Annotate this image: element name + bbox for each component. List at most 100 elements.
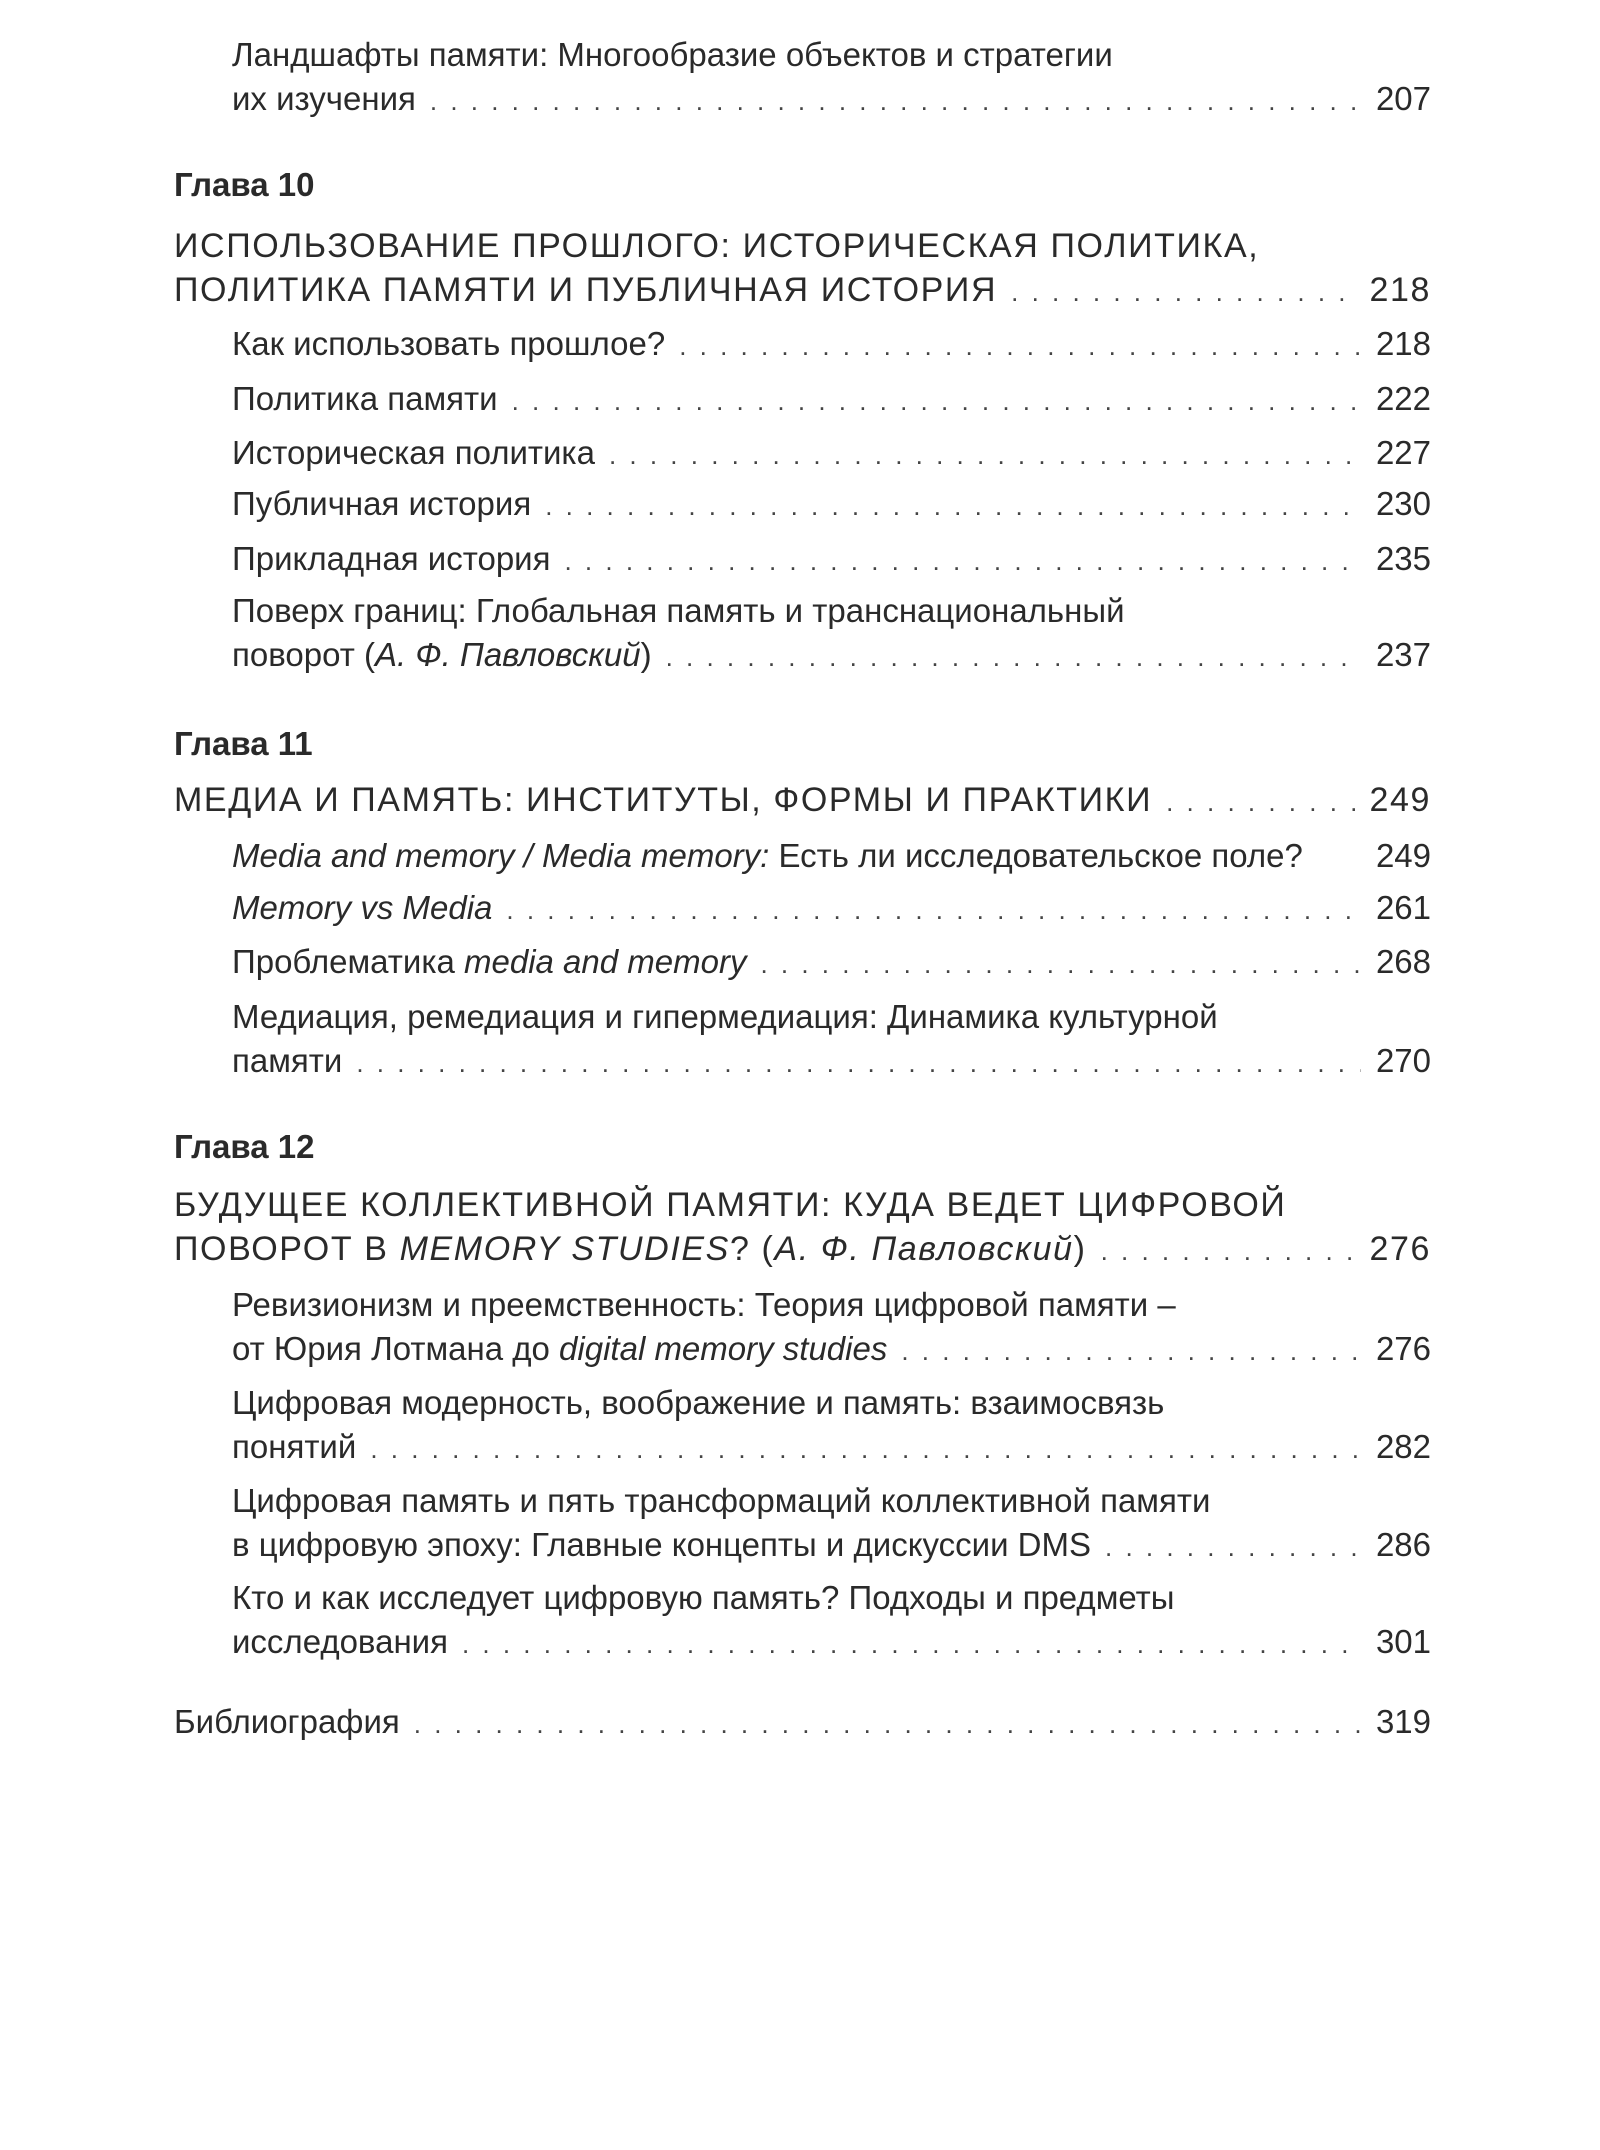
toc-entry-text: МЕДИА И ПАМЯТЬ: ИНСТИТУТЫ, ФОРМЫ И ПРАКТ…	[174, 778, 1152, 822]
toc-entry[interactable]: Прикладная история 235	[232, 537, 1431, 581]
toc-entry-line: ПОЛИТИКА ПАМЯТИ И ПУБЛИЧНАЯ ИСТОРИЯ 218	[174, 268, 1431, 312]
text: в цифровую эпоху: Главные концепты и дис…	[232, 1526, 1091, 1563]
page-number: 230	[1375, 485, 1431, 522]
page-number: 237	[1375, 636, 1431, 673]
dot-leader	[512, 379, 1361, 423]
toc-entry-text: Публичная история	[232, 482, 531, 526]
text: Политика памяти	[232, 380, 498, 417]
toc-entry-line: Публичная история 230	[232, 482, 1431, 526]
chapter-label: Глава 10	[174, 166, 315, 203]
page-number: 276	[1375, 1330, 1431, 1367]
dot-leader	[760, 942, 1361, 986]
toc-entry[interactable]: Политика памяти 222	[232, 377, 1431, 421]
page-number: 276	[1369, 1230, 1431, 1268]
toc-entry-text: ПОВОРОТ В MEMORY STUDIES? (А. Ф. Павловс…	[174, 1227, 1087, 1271]
text: Цифровая память и пять трансформаций кол…	[232, 1482, 1211, 1519]
toc-entry[interactable]: Memory vs Media 261	[232, 886, 1431, 930]
toc-entry-line: Политика памяти 222	[232, 377, 1431, 421]
text: Ревизионизм и преемственность: Теория ци…	[232, 1286, 1176, 1323]
toc-entry[interactable]: Цифровая память и пять трансформаций кол…	[232, 1479, 1431, 1567]
page-number: 235	[1375, 540, 1431, 577]
page-number: 249	[1375, 837, 1431, 874]
toc-entry[interactable]: Как использовать прошлое? 218	[232, 322, 1431, 366]
toc-entry-text: Ландшафты памяти: Многообразие объектов …	[232, 33, 1113, 77]
text: ИСПОЛЬЗОВАНИЕ ПРОШЛОГО: ИСТОРИЧЕСКАЯ ПОЛ…	[174, 227, 1260, 265]
toc-entry[interactable]: Цифровая модерность, воображение и памят…	[232, 1381, 1431, 1469]
dot-leader	[356, 1041, 1361, 1085]
toc-entry[interactable]: Media and memory / Media memory: Есть ли…	[232, 834, 1431, 878]
toc-entry-text: исследования	[232, 1620, 448, 1664]
text: )	[640, 636, 652, 673]
toc-entry-text: ПОЛИТИКА ПАМЯТИ И ПУБЛИЧНАЯ ИСТОРИЯ	[174, 268, 997, 312]
toc-entry-text: памяти	[232, 1039, 342, 1083]
toc-entry-line: Цифровая память и пять трансформаций кол…	[232, 1479, 1431, 1523]
toc-entry[interactable]: Медиация, ремедиация и гипермедиация: Ди…	[232, 995, 1431, 1083]
text: МЕДИА И ПАМЯТЬ: ИНСТИТУТЫ, ФОРМЫ И ПРАКТ…	[174, 781, 1153, 819]
toc-chapter-title[interactable]: МЕДИА И ПАМЯТЬ: ИНСТИТУТЫ, ФОРМЫ И ПРАКТ…	[174, 778, 1431, 822]
chapter-label: Глава 12	[174, 1128, 315, 1165]
toc-entry-line: БУДУЩЕЕ КОЛЛЕКТИВНОЙ ПАМЯТИ: КУДА ВЕДЕТ …	[174, 1183, 1431, 1227]
dot-leader	[506, 888, 1361, 932]
dot-leader	[679, 324, 1361, 368]
toc-entry-text: от Юрия Лотмана до digital memory studie…	[232, 1327, 887, 1371]
text: Как использовать прошлое?	[232, 325, 666, 362]
dot-leader	[545, 484, 1361, 528]
dot-leader	[609, 433, 1361, 477]
dot-leader	[1166, 780, 1355, 824]
dot-leader	[901, 1329, 1361, 1373]
toc-entry-text: Политика памяти	[232, 377, 498, 421]
toc-entry-text: Прикладная история	[232, 537, 550, 581]
text: Медиация, ремедиация и гипермедиация: Ди…	[232, 998, 1218, 1035]
dot-leader	[414, 1702, 1361, 1746]
dot-leader	[462, 1622, 1361, 1666]
italic-text: А. Ф. Павловский	[375, 636, 641, 673]
toc-entry[interactable]: Публичная история 230	[232, 482, 1431, 526]
dot-leader	[1101, 1229, 1356, 1273]
text: поворот (	[232, 636, 375, 673]
text: Цифровая модерность, воображение и памят…	[232, 1384, 1165, 1421]
toc-entry[interactable]: Поверх границ: Глобальная память и транс…	[232, 589, 1431, 677]
text: понятий	[232, 1428, 357, 1465]
page-number: 270	[1375, 1042, 1431, 1079]
toc-chapter-title[interactable]: БУДУЩЕЕ КОЛЛЕКТИВНОЙ ПАМЯТИ: КУДА ВЕДЕТ …	[174, 1183, 1431, 1271]
text: ПОЛИТИКА ПАМЯТИ И ПУБЛИЧНАЯ ИСТОРИЯ	[174, 271, 998, 309]
page-number: 301	[1375, 1623, 1431, 1660]
toc-entry[interactable]: Ландшафты памяти: Многообразие объектов …	[232, 33, 1431, 121]
toc-entry-line: Цифровая модерность, воображение и памят…	[232, 1381, 1431, 1425]
page-number: 319	[1375, 1703, 1431, 1740]
page-number: 261	[1375, 889, 1431, 926]
toc-entry-line: Поверх границ: Глобальная память и транс…	[232, 589, 1431, 633]
toc-entry[interactable]: Историческая политика 227	[232, 431, 1431, 475]
toc-entry-line: Кто и как исследует цифровую память? Под…	[232, 1576, 1431, 1620]
text: Публичная история	[232, 485, 532, 522]
page-number: 268	[1375, 943, 1431, 980]
toc-entry-text: Цифровая модерность, воображение и памят…	[232, 1381, 1164, 1425]
toc-chapter-title[interactable]: ИСПОЛЬЗОВАНИЕ ПРОШЛОГО: ИСТОРИЧЕСКАЯ ПОЛ…	[174, 224, 1431, 312]
toc-entry-line: Ландшафты памяти: Многообразие объектов …	[232, 33, 1431, 77]
page-number: 227	[1375, 434, 1431, 471]
toc-entry-text: БУДУЩЕЕ КОЛЛЕКТИВНОЙ ПАМЯТИ: КУДА ВЕДЕТ …	[174, 1183, 1286, 1227]
toc-entry[interactable]: Ревизионизм и преемственность: Теория ци…	[232, 1283, 1431, 1371]
toc-entry-line: ИСПОЛЬЗОВАНИЕ ПРОШЛОГО: ИСТОРИЧЕСКАЯ ПОЛ…	[174, 224, 1431, 268]
toc-entry-line: в цифровую эпоху: Главные концепты и дис…	[232, 1523, 1431, 1567]
text: )	[1073, 1230, 1087, 1268]
toc-entry-text: Историческая политика	[232, 431, 595, 475]
toc-entry-text: Библиография	[174, 1700, 400, 1744]
toc-entry-line: Memory vs Media 261	[232, 886, 1431, 930]
text: Библиография	[174, 1703, 400, 1740]
toc-entry[interactable]: Библиография 319	[174, 1700, 1431, 1744]
toc-entry-line: исследования 301	[232, 1620, 1431, 1664]
toc-entry-line: их изучения 207	[232, 77, 1431, 121]
text: от Юрия Лотмана до	[232, 1330, 560, 1367]
toc-entry-text: поворот (А. Ф. Павловский)	[232, 633, 652, 677]
toc-entry-text: их изучения	[232, 77, 416, 121]
toc-entry-text: понятий	[232, 1425, 356, 1469]
toc-entry-text: Media and memory / Media memory: Есть ли…	[232, 834, 1303, 878]
toc-entry[interactable]: Кто и как исследует цифровую память? Под…	[232, 1576, 1431, 1664]
italic-text: MEMORY STUDIES	[399, 1230, 730, 1268]
page-number: 218	[1375, 325, 1431, 362]
toc-entry-text: в цифровую эпоху: Главные концепты и дис…	[232, 1523, 1091, 1567]
page-number: 286	[1375, 1526, 1431, 1563]
toc-entry[interactable]: Проблематика media and memory 268	[232, 940, 1431, 984]
italic-text: media and memory	[464, 943, 747, 980]
